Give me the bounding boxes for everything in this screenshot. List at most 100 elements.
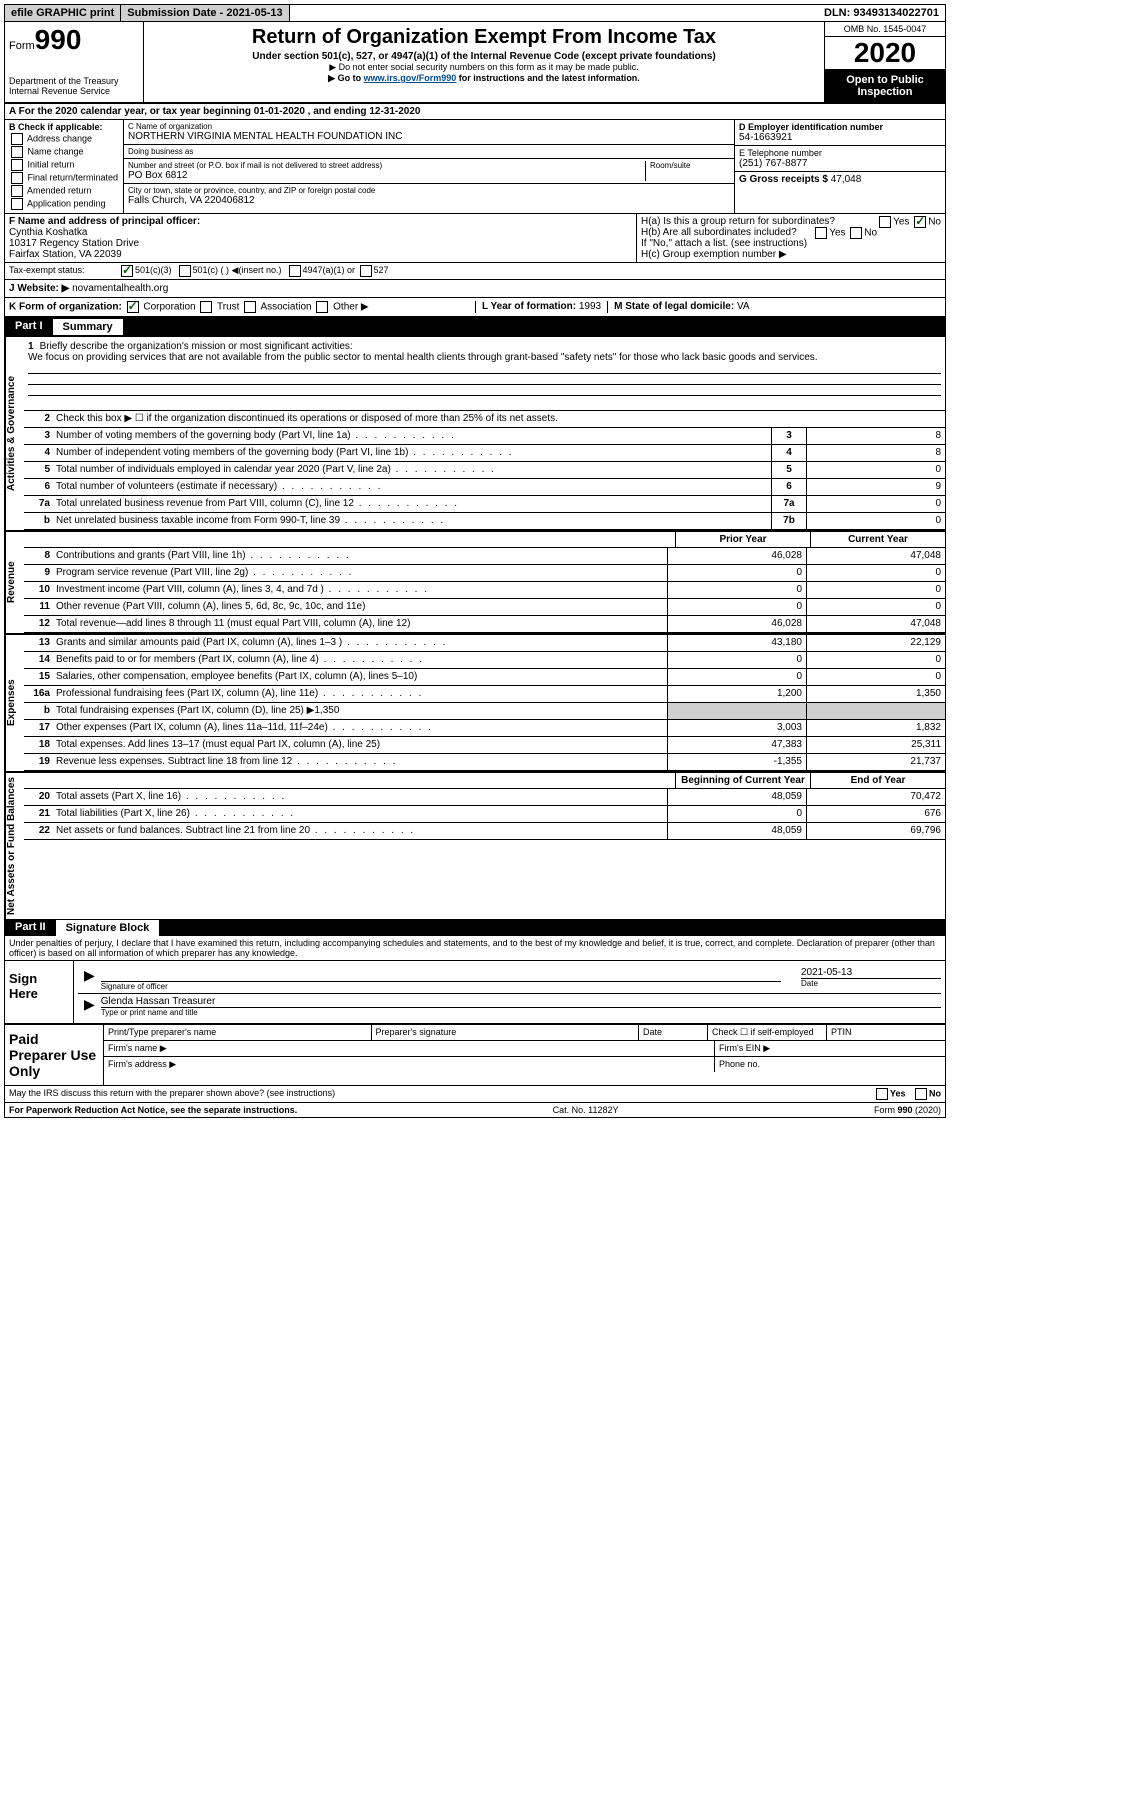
l20-desc: Total assets (Part X, line 16) [52,789,667,805]
cb-trust[interactable] [200,301,212,313]
hb-no[interactable] [850,227,862,239]
part-1-header: Part I Summary [5,318,945,335]
discuss-answers: Yes No [874,1088,941,1100]
l5-val: 0 [806,462,945,478]
phone-label: E Telephone number [739,148,941,158]
hdr-end: End of Year [810,773,945,788]
l4-desc: Number of independent voting members of … [52,445,771,461]
l10-desc: Investment income (Part VIII, column (A)… [52,582,667,598]
form-990-container: efile GRAPHIC print Submission Date - 20… [4,4,946,1118]
t-527: 527 [374,265,389,277]
line-3: 3Number of voting members of the governi… [24,428,945,445]
cb-name[interactable]: Name change [9,146,119,158]
prep-ptin-label: PTIN [827,1025,945,1040]
line-7b: bNet unrelated business taxable income f… [24,513,945,530]
l6-desc: Total number of volunteers (estimate if … [52,479,771,495]
sign-here-label: Sign Here [5,961,74,1023]
l15-prior: 0 [667,669,806,685]
dln: DLN: 93493134022701 [818,5,945,21]
mission-text: We focus on providing services that are … [28,352,941,363]
discuss-yes[interactable] [876,1088,888,1100]
form-number: Form990 [9,24,139,56]
l21-prior: 0 [667,806,806,822]
l8-num: 8 [24,548,52,564]
inspection-badge: Open to Public Inspection [825,70,945,102]
col-f-officer: F Name and address of principal officer:… [5,214,637,262]
t-4947: 4947(a)(1) or [303,265,356,277]
cb-final[interactable]: Final return/terminated [9,172,119,184]
ein-value: 54-1663921 [739,132,941,143]
l16a-desc: Professional fundraising fees (Part IX, … [52,686,667,702]
expenses-section: Expenses 13Grants and similar amounts pa… [5,633,945,771]
part-2-header: Part II Signature Block [5,919,945,936]
hb-yes[interactable] [815,227,827,239]
cb-application[interactable]: Application pending [9,198,119,210]
line-12: 12Total revenue—add lines 8 through 11 (… [24,616,945,633]
footer-left: For Paperwork Reduction Act Notice, see … [9,1105,297,1115]
prep-phone: Phone no. [715,1057,945,1072]
mission-block: 1Briefly describe the organization's mis… [24,337,945,411]
rev-header: Prior Year Current Year [24,532,945,548]
ha-no[interactable] [914,216,926,228]
l-value: 1993 [579,301,601,312]
l15-curr: 0 [806,669,945,685]
line-5: 5Total number of individuals employed in… [24,462,945,479]
k-trust: Trust [217,302,239,313]
l-label: L Year of formation: [482,301,579,312]
side-net: Net Assets or Fund Balances [5,773,24,919]
hb-row: H(b) Are all subordinates included? Yes … [641,227,941,238]
l20-curr: 70,472 [806,789,945,805]
prep-row-1: Print/Type preparer's name Preparer's si… [104,1025,945,1041]
t-501c3: 501(c)(3) [135,265,172,277]
cb-527[interactable] [360,265,372,277]
l11-curr: 0 [806,599,945,615]
cb-4947[interactable] [289,265,301,277]
cb-501c[interactable] [179,265,191,277]
cb-address[interactable]: Address change [9,133,119,145]
dba-label: Doing business as [128,147,730,156]
ha-yes[interactable] [879,216,891,228]
prep-sig-label: Preparer's signature [372,1025,640,1040]
org-name-cell: C Name of organization NORTHERN VIRGINIA… [124,120,734,145]
l9-prior: 0 [667,565,806,581]
l12-prior: 46,028 [667,616,806,632]
cb-501c3[interactable] [121,265,133,277]
arrow-icon: ▶ [78,967,101,991]
l16a-prior: 1,200 [667,686,806,702]
cb-corp[interactable] [127,301,139,313]
cb-assoc[interactable] [244,301,256,313]
line-8: 8Contributions and grants (Part VIII, li… [24,548,945,565]
l7b-box: 7b [771,513,806,529]
perjury-text: Under penalties of perjury, I declare th… [5,936,945,961]
form-title: Return of Organization Exempt From Incom… [150,26,818,49]
discuss-no[interactable] [915,1088,927,1100]
sign-right: ▶ Signature of officer 2021-05-13 Date ▶… [74,961,945,1023]
part-2-num: Part II [5,919,56,936]
l21-curr: 676 [806,806,945,822]
officer-name: Cynthia Koshatka [9,227,632,238]
prep-date-label: Date [639,1025,708,1040]
line-4: 4Number of independent voting members of… [24,445,945,462]
cb-amended[interactable]: Amended return [9,185,119,197]
footer-right: Form 990 (2020) [874,1105,941,1115]
ha-row: H(a) Is this a group return for subordin… [641,216,941,227]
irs-link[interactable]: www.irs.gov/Form990 [364,73,457,83]
phone-value: (251) 767-8877 [739,158,941,169]
l22-prior: 48,059 [667,823,806,839]
l17-prior: 3,003 [667,720,806,736]
footer-form-num: 990 [897,1105,912,1115]
l19-num: 19 [24,754,52,770]
prep-firm-ein: Firm's EIN ▶ [715,1041,945,1056]
officer-addr2: Fairfax Station, VA 22039 [9,249,632,260]
cb-initial[interactable]: Initial return [9,159,119,171]
cb-address-label: Address change [27,133,92,143]
sig-date: 2021-05-13 [801,967,941,978]
l4-num: 4 [24,445,52,461]
cb-other[interactable] [316,301,328,313]
footer-row: For Paperwork Reduction Act Notice, see … [5,1103,945,1117]
ein-label: D Employer identification number [739,122,941,132]
officer-label: F Name and address of principal officer: [9,216,632,227]
street-value: PO Box 6812 [128,170,645,181]
hb-note: If "No," attach a list. (see instruction… [641,238,941,249]
efile-print-button[interactable]: efile GRAPHIC print [5,5,121,21]
